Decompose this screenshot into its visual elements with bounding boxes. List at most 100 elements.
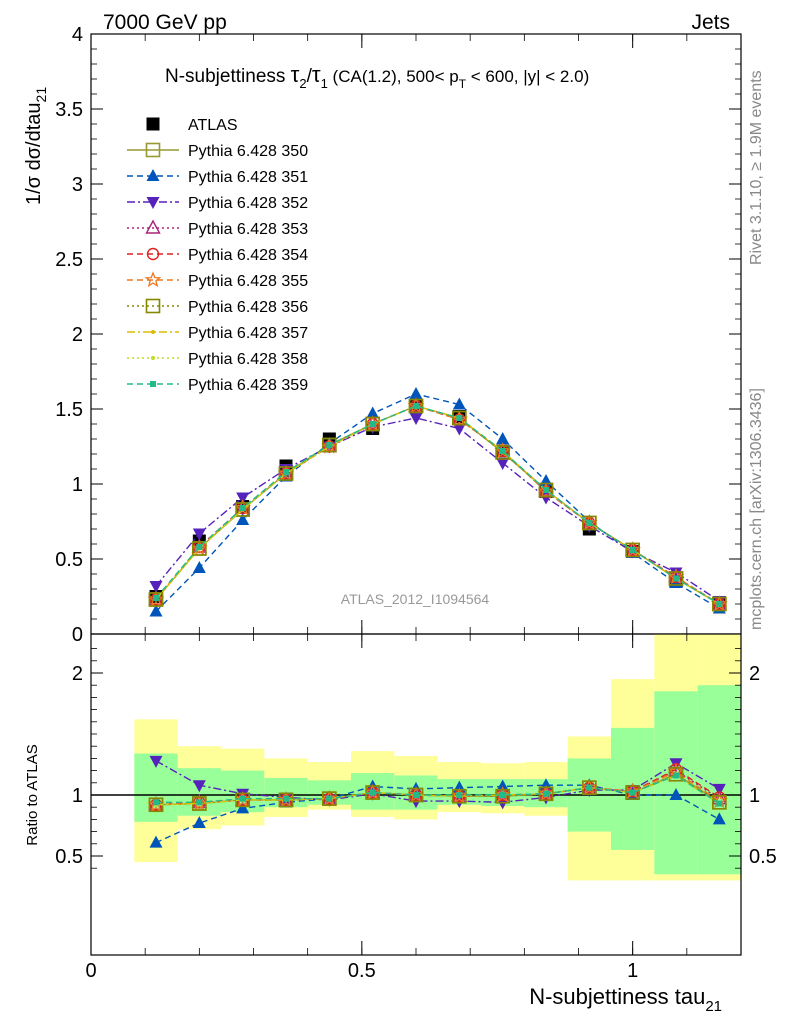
series-line (155, 405, 720, 605)
data-point (452, 410, 467, 426)
data-point (235, 502, 250, 517)
data-point (239, 795, 246, 802)
data-point (712, 596, 727, 612)
main-series-layer (147, 387, 728, 617)
ratio-y-tick-label-right: 0.5 (749, 846, 777, 868)
x-tick-label: 0 (85, 960, 96, 982)
data-point (234, 791, 252, 807)
series-line (155, 393, 720, 612)
data-point (625, 542, 640, 558)
data-point (236, 513, 250, 525)
legend-label: Pythia 6.428 357 (188, 325, 308, 342)
legend-entry: Pythia 6.428 353 (127, 219, 308, 238)
legend-marker (145, 142, 161, 158)
data-point (499, 448, 506, 454)
series-line (156, 774, 720, 805)
title-slash: / (307, 66, 313, 87)
data-point (192, 816, 206, 829)
data-point (712, 783, 726, 796)
legend-entry: ATLAS (146, 117, 238, 134)
data-point (408, 398, 424, 414)
legend-entry: Pythia 6.428 352 (127, 195, 308, 212)
rivet-version-label: Rivet 3.1.10, ≥ 1.9M events (748, 70, 765, 265)
data-point (277, 791, 295, 807)
legend-marker (146, 169, 160, 181)
legend-marker (150, 381, 156, 387)
data-point (192, 561, 206, 573)
title-sub-t: T (459, 77, 467, 91)
legend-marker (145, 219, 161, 234)
header-jets-label: Jets (691, 11, 730, 34)
legend-label: Pythia 6.428 359 (188, 377, 308, 394)
legend-marker (145, 298, 161, 314)
data-point (192, 780, 206, 793)
data-point (413, 792, 419, 798)
data-point (192, 528, 206, 541)
data-point (149, 581, 163, 593)
data-point (326, 795, 333, 802)
data-point (153, 799, 159, 806)
data-point (629, 547, 636, 553)
series-pythia-6-428-359 (153, 403, 723, 607)
legend-label: Pythia 6.428 351 (188, 169, 308, 186)
x-axis-label-main: N-subjettiness tau (529, 984, 705, 1009)
ratio-y-tick-label: 2 (72, 663, 83, 685)
data-point (580, 778, 598, 795)
data-point (283, 469, 289, 475)
legend-marker (144, 271, 162, 288)
data-point (712, 795, 727, 810)
data-point (192, 541, 207, 556)
legend-label: Pythia 6.428 355 (188, 273, 308, 290)
data-point (452, 397, 466, 410)
legend-label: Pythia 6.428 350 (188, 143, 308, 160)
data-point (629, 789, 636, 796)
legend-entry: Pythia 6.428 357 (127, 325, 308, 342)
data-point (496, 432, 510, 444)
legend-label: Pythia 6.428 354 (188, 247, 308, 264)
main-y-axis-label-sub: 21 (33, 87, 49, 103)
ratio-series-layer (147, 755, 728, 848)
data-point (191, 794, 208, 811)
x-tick-label: 1 (627, 960, 638, 982)
data-point (236, 801, 250, 814)
analysis-watermark: ATLAS_2012_I1094564 (341, 591, 490, 607)
data-point (239, 505, 246, 511)
plot-title: N-subjettiness τ2/τ1 (CA(1.2), 500< pT <… (165, 62, 589, 91)
data-point (190, 539, 208, 556)
legend-entry: Pythia 6.428 356 (127, 298, 308, 316)
data-point (149, 604, 163, 617)
legend-marker (146, 117, 160, 131)
data-point (413, 403, 419, 409)
legend: ATLAS Pythia 6.428 350 Pythia 6.428 351 Pyt… (127, 117, 308, 394)
data-point (321, 789, 338, 806)
data-point (278, 466, 294, 481)
legend-label: ATLAS (188, 117, 238, 134)
data-point (369, 789, 376, 796)
legend-label: Pythia 6.428 352 (188, 195, 308, 212)
title-tau-a: τ (291, 62, 300, 87)
y-tick-label: 3.5 (55, 99, 83, 121)
data-point (196, 544, 203, 550)
data-point (456, 792, 463, 798)
ratio-y-tick-label: 1 (72, 785, 83, 807)
data-point (586, 520, 593, 526)
mcplots-label: mcplots.cern.ch [arXiv:1306.3436] (748, 388, 765, 630)
x-axis-label: N-subjettiness tau21 (529, 984, 722, 1015)
legend-entry: Pythia 6.428 359 (127, 377, 308, 394)
title-sub-1: 1 (321, 76, 328, 91)
y-tick-label: 0 (72, 624, 83, 646)
data-point (452, 423, 466, 436)
data-point (537, 482, 555, 499)
ratio-y-axis: 0.5 0.5 1 1 2 2 (55, 648, 777, 869)
data-point (496, 458, 510, 470)
data-point (495, 788, 510, 804)
data-point (450, 787, 468, 804)
main-plot-panel: 00.511.522.533.54 N-subjettiness τ2/τ1 (… (23, 24, 742, 646)
data-point (537, 785, 555, 801)
series-line (155, 784, 720, 844)
data-point (668, 571, 684, 586)
data-point (668, 766, 684, 782)
data-point (322, 437, 337, 453)
data-point (712, 812, 726, 825)
